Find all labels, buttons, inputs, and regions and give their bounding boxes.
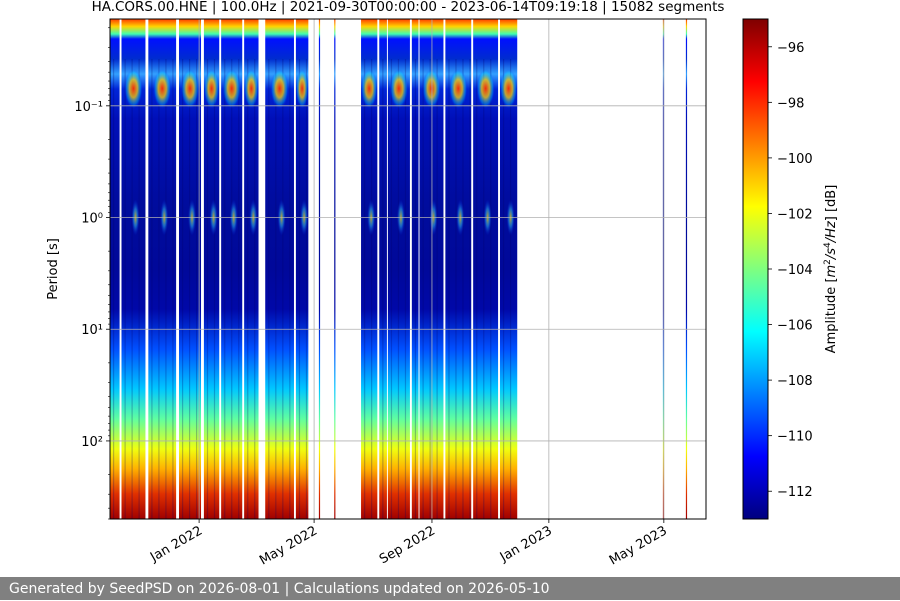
colorbar-tick-label: −106	[777, 319, 813, 334]
colorbar-label: Amplitude [m2/s4/Hz] [dB]	[823, 185, 839, 354]
x-tick-label: May 2022	[257, 523, 320, 568]
x-tick-label: Jan 2022	[147, 523, 205, 565]
plot-area: 10⁻¹ 10⁰ 10¹ 10² Jan 2022 May 2022 Sep 2022 Ja…	[74, 18, 707, 569]
plot-frame	[109, 18, 707, 520]
colorbar-tick-label: −96	[777, 41, 804, 56]
data-block	[685, 19, 688, 519]
data-block	[361, 19, 378, 519]
data-block	[445, 19, 472, 519]
y-axis-label: Period [s]	[46, 238, 61, 300]
colorbar-tick-label: −100	[777, 152, 813, 167]
data-block	[295, 19, 309, 519]
data-block	[387, 19, 410, 519]
data-block	[473, 19, 499, 519]
spectrogram-chart: HA.CORS.00.HNE | 100.0Hz | 2021-09-30T00…	[46, 0, 839, 569]
data-block	[411, 19, 419, 519]
x-tick-label: Jan 2023	[497, 523, 555, 565]
colorbar-tick-label: −108	[777, 374, 813, 389]
colorbar: −96 −98 −100 −102 −104 −106 −108 −110 −112 Ampli…	[742, 18, 839, 520]
data-block	[110, 19, 120, 519]
data-block	[379, 19, 387, 519]
footer-text: Generated by SeedPSD on 2026-08-01 | Cal…	[9, 581, 550, 597]
data-block	[148, 19, 177, 519]
data-block	[178, 19, 202, 519]
colorbar-gradient	[742, 18, 769, 520]
y-tick-label: 10⁻¹	[74, 100, 103, 115]
data-block	[318, 19, 321, 519]
data-block	[265, 19, 294, 519]
data-block	[121, 19, 146, 519]
footer-bar: Generated by SeedPSD on 2026-08-01 | Cal…	[0, 577, 900, 600]
colorbar-tick-label: −102	[777, 207, 813, 222]
colorbar-tick-label: −110	[777, 430, 813, 445]
colorbar-tick-label: −98	[777, 96, 804, 111]
y-tick-label: 10¹	[81, 323, 103, 338]
colorbar-tick-label: −112	[777, 485, 813, 500]
chart-title: HA.CORS.00.HNE | 100.0Hz | 2021-09-30T00…	[92, 0, 725, 15]
x-tick-label: Sep 2022	[377, 523, 438, 567]
data-block	[334, 19, 336, 519]
y-tick-label: 10⁰	[81, 212, 103, 227]
data-block	[244, 19, 259, 519]
colorbar-tick-label: −104	[777, 263, 813, 278]
data-block	[419, 19, 444, 519]
data-block	[499, 19, 518, 519]
data-block	[203, 19, 220, 519]
x-tick-label: May 2023	[607, 523, 670, 568]
data-block	[221, 19, 243, 519]
y-tick-label: 10²	[81, 435, 103, 450]
